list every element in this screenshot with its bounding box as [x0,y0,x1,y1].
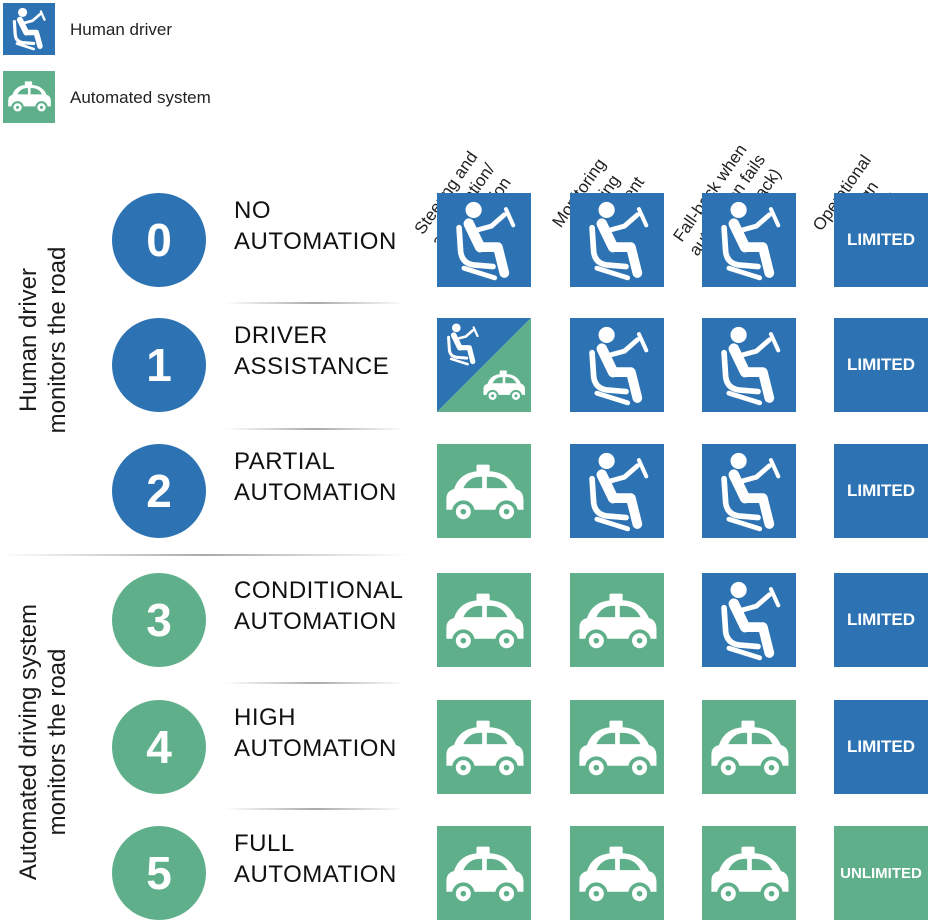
responsibility-cell-col2 [570,826,664,920]
row-separator [225,808,405,810]
level-name: NO AUTOMATION [234,195,397,257]
level-name-line: PARTIAL [234,448,336,475]
automated-car-icon [437,826,531,920]
human-driver-icon [570,318,664,412]
group-separator [0,554,410,556]
row-separator [225,302,405,304]
automated-car-icon [570,826,664,920]
legend-human-driver-swatch [3,3,55,55]
level-name-line: AUTOMATION [234,608,397,635]
level-name-line: AUTOMATION [234,735,397,762]
level-name-line: NO [234,197,271,224]
odd-status-box: LIMITED [834,444,928,538]
automated-car-icon [702,700,796,794]
responsibility-cell-col2 [570,573,664,667]
odd-status-box: LIMITED [834,193,928,287]
group-label-automated-line1: Automated driving system [15,603,42,881]
responsibility-cell-col3 [702,444,796,538]
level-name-line: FULL [234,830,295,857]
row-separator [225,428,405,430]
human-driver-icon [447,323,479,366]
responsibility-cell-col1 [437,700,531,794]
odd-status-box: UNLIMITED [834,826,928,920]
automated-car-icon [437,444,531,538]
human-driver-icon [702,444,796,538]
level-number-badge: 0 [112,193,206,287]
level-name: CONDITIONAL AUTOMATION [234,575,404,637]
automated-car-icon [3,71,55,123]
group-label-human: Human driver monitors the road [14,200,72,480]
automated-car-icon [570,573,664,667]
level-name-line: AUTOMATION [234,861,397,888]
legend-human-driver-label: Human driver [70,20,173,39]
row-separator [225,682,405,684]
group-label-human-line1: Human driver [15,267,42,413]
level-name-line: HIGH [234,704,296,731]
human-driver-icon [3,3,55,55]
shared-driver-system-icon [437,318,531,412]
responsibility-cell-col2 [570,193,664,287]
automated-car-icon [437,573,531,667]
automated-car-icon [570,700,664,794]
human-driver-icon [702,573,796,667]
level-name: DRIVER ASSISTANCE [234,320,389,382]
human-driver-icon [702,318,796,412]
responsibility-cell-col2 [570,444,664,538]
responsibility-cell-col2 [570,700,664,794]
level-number-badge: 3 [112,573,206,667]
human-driver-icon [437,193,531,287]
human-driver-icon [702,193,796,287]
responsibility-cell-col1 [437,826,531,920]
level-number-badge: 4 [112,700,206,794]
level-name-line: CONDITIONAL [234,577,404,604]
group-label-human-line2: monitors the road [44,246,71,434]
responsibility-cell-col1 [437,193,531,287]
human-driver-icon [570,444,664,538]
odd-status-box: LIMITED [834,573,928,667]
group-label-automated-line2: monitors the road [44,648,71,836]
level-name-line: AUTOMATION [234,228,397,255]
group-label-automated: Automated driving system monitors the ro… [14,577,72,907]
responsibility-cell-col3 [702,573,796,667]
odd-status-box: LIMITED [834,700,928,794]
automated-car-icon [437,700,531,794]
responsibility-cell-col1 [437,318,531,412]
automated-car-icon [702,826,796,920]
level-name: PARTIAL AUTOMATION [234,446,397,508]
level-number-badge: 2 [112,444,206,538]
responsibility-cell-col1 [437,444,531,538]
responsibility-cell-col1 [437,573,531,667]
responsibility-cell-col3 [702,193,796,287]
level-name-line: AUTOMATION [234,479,397,506]
level-name-line: ASSISTANCE [234,353,390,380]
level-name-line: DRIVER [234,322,328,349]
level-number-badge: 5 [112,826,206,920]
automated-car-icon [483,370,526,402]
responsibility-cell-col3 [702,700,796,794]
human-driver-icon [570,193,664,287]
level-name: HIGH AUTOMATION [234,702,397,764]
odd-status-box: LIMITED [834,318,928,412]
legend-automated-system-swatch [3,71,55,123]
responsibility-cell-col2 [570,318,664,412]
level-number-badge: 1 [112,318,206,412]
responsibility-cell-col3 [702,318,796,412]
responsibility-cell-col3 [702,826,796,920]
level-name: FULL AUTOMATION [234,828,397,890]
legend-automated-system-label: Automated system [70,88,211,107]
